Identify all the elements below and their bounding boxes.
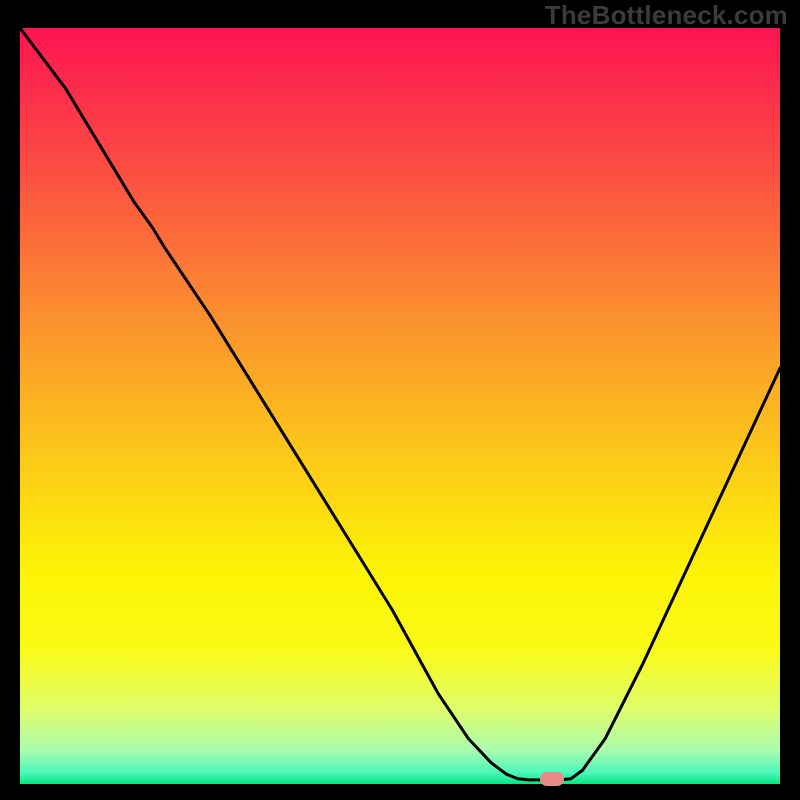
plot-area: [20, 28, 780, 784]
chart-frame: TheBottleneck.com: [0, 0, 800, 800]
curve-path: [20, 28, 780, 780]
optimal-marker: [540, 772, 564, 786]
bottleneck-curve: [20, 28, 780, 784]
watermark-text: TheBottleneck.com: [545, 0, 788, 31]
